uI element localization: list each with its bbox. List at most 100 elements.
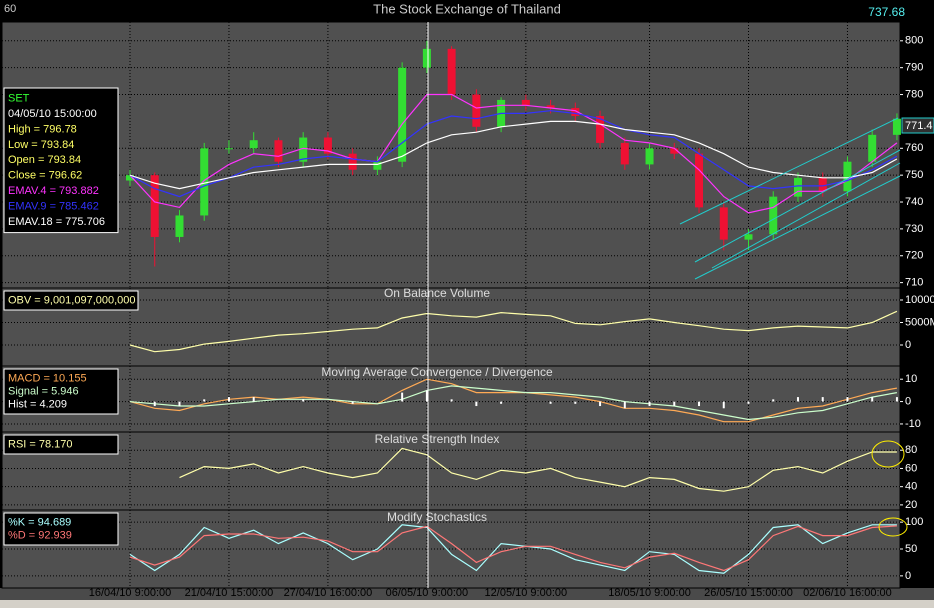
legend-box xyxy=(3,512,119,546)
candle-body xyxy=(348,153,357,170)
legend-entry: Close = 796.62 xyxy=(8,170,82,182)
legend-entry: Low = 793.84 xyxy=(8,139,74,151)
trend-line xyxy=(694,175,901,280)
x-tick-label: 02/06/10 16:00:00 xyxy=(803,587,892,599)
y-tick-label: 10 xyxy=(905,373,917,385)
candle-body xyxy=(571,107,580,117)
x-tick-label: 21/04/10 15:00:00 xyxy=(185,587,274,599)
series-line xyxy=(129,385,898,421)
panel-title: Modify Stochastics xyxy=(387,510,487,524)
x-tick-label: 16/04/10 9:00:00 xyxy=(89,587,172,599)
top-right-label: 737.68 xyxy=(868,5,905,19)
candle-body xyxy=(719,207,728,240)
y-tick-label: 780 xyxy=(905,88,923,100)
candle-body xyxy=(843,161,852,192)
candle-body xyxy=(249,140,258,149)
y-tick-label: 50 xyxy=(905,543,917,555)
candle-body xyxy=(818,177,827,192)
y-tick-label: 730 xyxy=(905,223,923,235)
series-line xyxy=(129,110,898,198)
legend-box xyxy=(3,434,119,455)
chart-title: The Stock Exchange of Thailand xyxy=(373,1,561,16)
panel-title: On Balance Volume xyxy=(384,286,490,300)
candle-body xyxy=(175,215,184,237)
candle-body xyxy=(793,177,802,197)
panel-background xyxy=(1,509,901,589)
legend-entry: EMAV.4 = 793.882 xyxy=(8,185,99,197)
legend-entry: EMAV.18 = 775.706 xyxy=(8,216,105,228)
y-tick-label: 750 xyxy=(905,169,923,181)
candle-body xyxy=(200,148,209,216)
legend-entry: Signal = 5.946 xyxy=(8,385,79,397)
candle-body xyxy=(472,94,481,127)
legend-entry: EMAV.9 = 785.462 xyxy=(8,200,99,212)
candle-body xyxy=(521,99,530,106)
candle-body xyxy=(645,148,654,165)
candle-body xyxy=(150,175,159,237)
legend-entry: High = 796.78 xyxy=(8,123,77,135)
period-label: 60 xyxy=(4,3,16,15)
candle-body xyxy=(868,134,877,162)
series-line xyxy=(129,310,898,353)
candle-body xyxy=(274,140,283,162)
series-line xyxy=(129,525,897,572)
series-line xyxy=(129,524,897,574)
candle-body xyxy=(126,175,134,181)
candle-body xyxy=(670,148,679,154)
highlight-ellipse xyxy=(878,517,908,537)
series-line xyxy=(179,447,897,492)
series-line xyxy=(129,378,898,423)
y-tick-label: 800 xyxy=(905,35,923,47)
trend-channel xyxy=(679,117,901,280)
trend-line xyxy=(679,117,899,225)
x-tick-label: 12/05/10 9:00:00 xyxy=(485,587,568,599)
y-tick-label: 20 xyxy=(905,499,917,511)
y-tick-label: 80 xyxy=(905,444,917,456)
x-tick-label: 06/05/10 9:00:00 xyxy=(386,587,469,599)
x-tick-label: 18/05/10 9:00:00 xyxy=(608,587,691,599)
y-tick-label: 0 xyxy=(905,339,911,351)
candle-body xyxy=(695,153,704,208)
legend-entry: RSI = 78.170 xyxy=(8,438,73,450)
candle-body xyxy=(224,148,233,150)
last-price-box xyxy=(901,117,934,134)
legend-entry: %K = 94.689 xyxy=(8,516,71,528)
scrollbar[interactable] xyxy=(0,600,934,608)
highlight-ellipse xyxy=(871,440,905,468)
candle-body xyxy=(769,196,778,235)
y-tick-label: 790 xyxy=(905,62,923,74)
trend-line xyxy=(694,149,901,263)
y-tick-label: 760 xyxy=(905,142,923,154)
y-tick-label: 40 xyxy=(905,481,917,493)
legend-entry: Hist = 4.209 xyxy=(8,398,67,410)
legend-entry: 04/05/10 15:00:00 xyxy=(8,108,97,120)
panel-title: Relative Strength Index xyxy=(375,432,500,446)
y-tick-label: 100 xyxy=(905,516,923,528)
y-tick-label: 5000M xyxy=(905,316,934,328)
panel-title: Moving Average Convergence / Divergence xyxy=(321,365,553,379)
panel-background xyxy=(1,431,901,511)
y-tick-label: 720 xyxy=(905,250,923,262)
x-tick-label: 27/04/10 16:00:00 xyxy=(284,587,373,599)
x-tick-label: 26/05/10 15:00:00 xyxy=(704,587,793,599)
candle-body xyxy=(620,142,629,165)
y-tick-label: 740 xyxy=(905,196,923,208)
y-tick-label: 0 xyxy=(905,570,911,582)
candle-body xyxy=(447,48,456,95)
candle-body xyxy=(373,161,382,170)
y-tick-label: 60 xyxy=(905,462,917,474)
candle-body xyxy=(422,48,431,68)
legend-box xyxy=(3,87,119,234)
candle-body xyxy=(546,105,555,108)
y-tick-label: 10000 xyxy=(905,294,934,306)
candle-body xyxy=(299,137,308,162)
legend-entry: Open = 793.84 xyxy=(8,154,81,166)
candle-body xyxy=(744,234,753,240)
candle-body xyxy=(892,118,901,135)
candle-body xyxy=(596,116,605,143)
legend-entry: MACD = 10.155 xyxy=(8,372,87,384)
y-tick-label: 0 xyxy=(905,395,911,407)
legend-entry: OBV = 9,001,097,000,000 xyxy=(8,294,136,306)
